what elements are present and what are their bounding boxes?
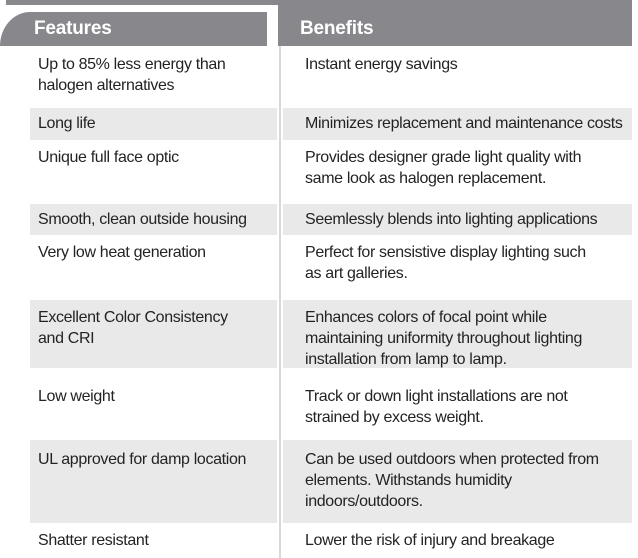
benefit-text-line: same look as halogen replacement. xyxy=(305,170,547,187)
benefit-text-line: installation from lamp to lamp. xyxy=(305,351,507,368)
feature-cell: Excellent Color Consistency and CRI xyxy=(30,300,277,368)
feature-text-line: Low weight xyxy=(38,388,115,405)
benefit-text-line: Lower the risk of injury and breakage xyxy=(305,532,555,549)
benefit-text-line: elements. Withstands humidity xyxy=(305,472,512,489)
benefit-text-line: Provides designer grade light quality wi… xyxy=(305,149,582,166)
table-row: Low weight Track or down light installat… xyxy=(30,368,632,440)
table-row: Long life Minimizes replacement and main… xyxy=(30,108,632,140)
feature-cell: UL approved for damp location xyxy=(30,440,277,523)
feature-cell: Long life xyxy=(30,108,277,140)
feature-cell: Shatter resistant xyxy=(30,523,277,558)
table-row: Very low heat generation Perfect for sen… xyxy=(30,235,632,300)
benefit-cell: Minimizes replacement and maintenance co… xyxy=(283,108,632,140)
feature-cell: Up to 85% less energy than halogen alter… xyxy=(30,46,277,108)
table-row: Excellent Color Consistency and CRI Enha… xyxy=(30,300,632,368)
benefit-text-line: Enhances colors of focal point while xyxy=(305,309,547,326)
benefit-cell: Can be used outdoors when protected from… xyxy=(283,440,632,523)
feature-cell: Unique full face optic xyxy=(30,140,277,204)
benefit-text-line: indoors/outdoors. xyxy=(305,493,423,510)
column-divider xyxy=(279,46,281,558)
feature-text-line: UL approved for damp location xyxy=(38,451,247,468)
table-row: Up to 85% less energy than halogen alter… xyxy=(30,46,632,108)
benefit-cell: Instant energy savings xyxy=(283,46,632,108)
benefit-cell: Provides designer grade light quality wi… xyxy=(283,140,632,204)
benefit-text-line: Seemlessly blends into lighting applicat… xyxy=(305,211,598,228)
top-rule xyxy=(6,0,632,5)
feature-text-line: Up to 85% less energy than xyxy=(38,56,226,73)
table-row: Unique full face optic Provides designer… xyxy=(30,140,632,204)
feature-cell: Very low heat generation xyxy=(30,235,277,300)
benefit-text-line: Track or down light installations are no… xyxy=(305,388,568,405)
table-row: UL approved for damp location Can be use… xyxy=(30,440,632,523)
feature-text-line: Unique full face optic xyxy=(38,149,179,166)
features-header-label: Features xyxy=(34,18,112,39)
features-header-cell: Features xyxy=(0,12,267,46)
feature-text-line: Shatter resistant xyxy=(38,532,149,549)
feature-text-line: Excellent Color Consistency xyxy=(38,309,228,326)
benefit-text-line: maintaining uniformity throughout lighti… xyxy=(305,330,583,347)
benefit-text-line: Can be used outdoors when protected from xyxy=(305,451,599,468)
benefit-cell: Seemlessly blends into lighting applicat… xyxy=(283,204,632,235)
feature-text-line: Long life xyxy=(38,115,96,132)
benefit-text-line: Instant energy savings xyxy=(305,56,458,73)
benefit-cell: Lower the risk of injury and breakage xyxy=(283,523,632,558)
benefit-text-line: Perfect for sensistive display lighting … xyxy=(305,244,586,261)
benefit-cell: Perfect for sensistive display lighting … xyxy=(283,235,632,300)
benefits-header-label: Benefits xyxy=(300,18,374,39)
table-body: Up to 85% less energy than halogen alter… xyxy=(30,46,632,558)
benefit-cell: Enhances colors of focal point while mai… xyxy=(283,300,632,368)
benefits-header-cell: Benefits xyxy=(278,5,632,46)
benefit-text-line: strained by excess weight. xyxy=(305,409,484,426)
feature-text-line: Very low heat generation xyxy=(38,244,206,261)
benefit-cell: Track or down light installations are no… xyxy=(283,368,632,440)
feature-text-line: halogen alternatives xyxy=(38,77,175,94)
benefit-text-line: Minimizes replacement and maintenance co… xyxy=(305,115,623,132)
table-row: Smooth, clean outside housing Seemlessly… xyxy=(30,204,632,235)
feature-text-line: and CRI xyxy=(38,330,95,347)
feature-cell: Low weight xyxy=(30,368,277,440)
benefit-text-line: as art galleries. xyxy=(305,265,408,282)
feature-text-line: Smooth, clean outside housing xyxy=(38,211,247,228)
table-row: Shatter resistant Lower the risk of inju… xyxy=(30,523,632,558)
feature-cell: Smooth, clean outside housing xyxy=(30,204,277,235)
